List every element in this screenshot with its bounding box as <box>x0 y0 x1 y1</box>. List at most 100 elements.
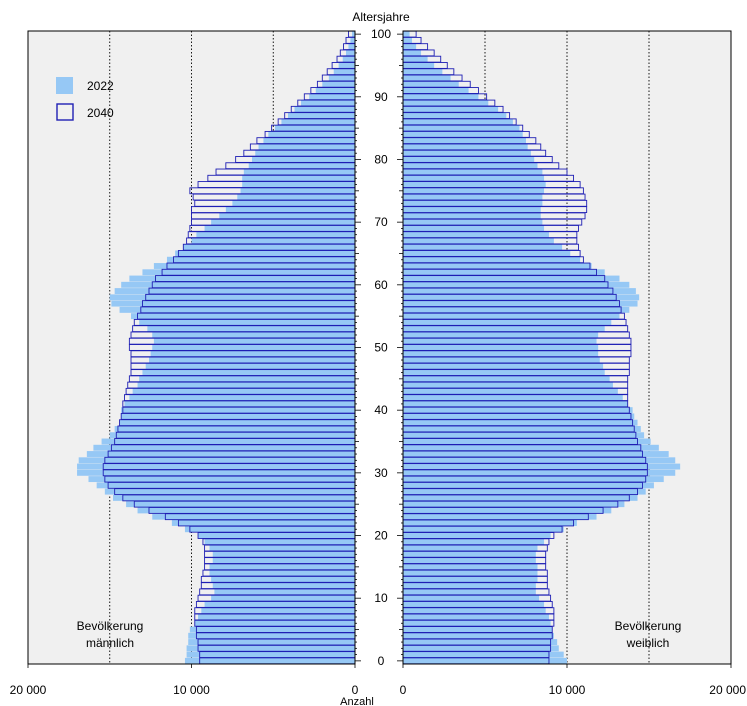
bar-female-2022 <box>403 156 535 163</box>
bar-male-2022 <box>114 288 355 295</box>
bar-female-2022 <box>403 657 567 664</box>
bar-female-2022 <box>403 494 638 501</box>
bar-female-2022 <box>403 62 435 69</box>
bar-male-2022 <box>287 112 355 119</box>
bar-male-2022 <box>184 526 355 533</box>
bar-male-2022 <box>119 419 355 426</box>
bar-male-2022 <box>153 263 355 269</box>
bar-female-2022 <box>403 338 597 345</box>
bar-male-2022 <box>212 557 355 564</box>
bar-female-2022 <box>403 444 659 451</box>
bar-female-2022 <box>403 413 635 420</box>
bar-male-2022 <box>121 413 355 420</box>
bar-male-2022 <box>274 125 355 132</box>
bar-female-2022 <box>403 300 638 307</box>
bar-female-2022 <box>403 106 499 113</box>
bar-female-2022 <box>403 231 549 238</box>
bar-male-2022 <box>348 43 355 50</box>
bar-male-2022 <box>152 331 355 338</box>
bar-male-2022 <box>350 37 355 44</box>
bar-male-2022 <box>150 350 355 357</box>
bar-female-2022 <box>403 175 545 182</box>
bar-female-2022 <box>403 507 612 514</box>
panel-label-left-line2: männlich <box>86 636 134 650</box>
bar-male-2022 <box>204 225 355 232</box>
bar-male-2022 <box>189 626 355 633</box>
bar-female-2022 <box>403 131 523 138</box>
bar-female-2022 <box>403 281 630 288</box>
x-tick-label-female: 20 000 <box>709 683 746 697</box>
bar-female-2022 <box>403 256 581 263</box>
bar-male-2022 <box>104 488 355 495</box>
bar-female-2022 <box>403 162 538 169</box>
bar-female-2022 <box>403 382 613 389</box>
bar-male-2022 <box>166 256 355 263</box>
bar-female-2022 <box>403 482 654 489</box>
panel-label-left-line1: Bevölkerung <box>77 619 144 633</box>
bar-male-2022 <box>237 194 355 201</box>
labels-layer: Altersjahre Anzahl Bevölkerung männlich … <box>56 10 681 706</box>
legend-label-2022: 2022 <box>87 79 114 93</box>
bar-female-2022 <box>403 263 592 269</box>
bars-layer <box>77 30 681 665</box>
bar-male-2022 <box>153 338 355 345</box>
bar-female-2022 <box>403 570 538 577</box>
bar-male-2022 <box>212 582 355 589</box>
x-tick-label-male: 0 <box>352 683 359 697</box>
bar-female-2022 <box>403 538 545 545</box>
bar-male-2022 <box>194 620 355 627</box>
bar-female-2022 <box>403 520 577 526</box>
bar-male-2022 <box>268 131 355 138</box>
bar-male-2022 <box>152 344 355 351</box>
bar-male-2022 <box>124 400 355 407</box>
bar-male-2022 <box>212 551 355 558</box>
bar-male-2022 <box>243 169 355 175</box>
bar-female-2022 <box>403 237 554 244</box>
bar-male-2022 <box>129 394 355 401</box>
bar-female-2022 <box>403 225 545 232</box>
bar-female-2022 <box>403 632 554 639</box>
bar-female-2022 <box>403 451 669 457</box>
bar-male-2022 <box>196 231 355 238</box>
bar-female-2022 <box>403 118 513 125</box>
bar-male-2022 <box>101 438 355 445</box>
bar-female-2022 <box>403 595 540 602</box>
age-tick-label: 100 <box>371 27 391 41</box>
bar-female-2022 <box>403 551 536 558</box>
bar-female-2022 <box>403 419 638 426</box>
bar-male-2022 <box>258 143 355 150</box>
bar-male-2022 <box>263 137 355 144</box>
bar-male-2022 <box>121 281 355 288</box>
bar-female-2022 <box>403 212 541 219</box>
bar-male-2022 <box>342 56 355 63</box>
bar-female-2022 <box>403 43 417 50</box>
bar-female-2022 <box>403 425 641 432</box>
bar-male-2022 <box>225 206 355 213</box>
bar-male-2022 <box>346 49 355 56</box>
bar-female-2022 <box>403 87 469 94</box>
bar-male-2022 <box>109 432 355 439</box>
bar-female-2022 <box>403 457 676 464</box>
bar-female-2022 <box>403 626 553 633</box>
bar-male-2022 <box>121 407 355 414</box>
bar-male-2022 <box>137 382 355 389</box>
bar-female-2022 <box>403 288 636 295</box>
bar-male-2022 <box>137 507 355 514</box>
bar-male-2022 <box>242 181 355 188</box>
bar-female-2022 <box>403 100 489 107</box>
bar-female-2022 <box>403 438 651 445</box>
bar-female-2022 <box>403 81 459 88</box>
bar-male-2022 <box>328 75 355 81</box>
bar-female-2022 <box>403 331 599 338</box>
bar-female-2022 <box>403 137 526 144</box>
x-tick-label-female: 0 <box>400 683 407 697</box>
bar-male-2022 <box>209 570 355 577</box>
bar-female-2022 <box>403 369 605 376</box>
legend-label-2040: 2040 <box>87 106 114 120</box>
bar-female-2022 <box>403 56 428 63</box>
x-tick-label-male: 20 000 <box>10 683 47 697</box>
bar-male-2022 <box>77 469 356 476</box>
age-tick-label: 10 <box>374 591 388 605</box>
bar-female-2022 <box>403 513 597 520</box>
